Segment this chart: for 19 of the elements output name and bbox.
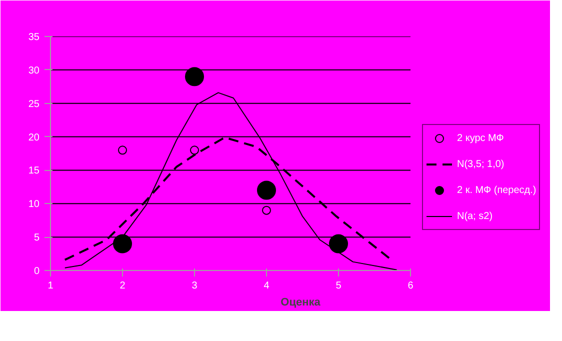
legend-label: N(3,5; 1,0) — [457, 158, 504, 170]
y-tick-label: 20 — [28, 132, 40, 144]
x-axis-title: Оценка — [280, 296, 322, 308]
legend-label: 2 курс МФ — [457, 132, 504, 144]
y-tick-label: 25 — [28, 98, 40, 110]
y-tick-label: 15 — [28, 166, 40, 177]
legend-label: 2 к. МФ (пересд.) — [457, 184, 536, 196]
x-tick-label: 6 — [408, 280, 414, 292]
y-tick-label: 10 — [28, 199, 40, 210]
x-tick-label: 4 — [264, 280, 270, 292]
legend-label: N(a; s2) — [457, 210, 493, 222]
y-tick-label: 5 — [34, 232, 40, 244]
y-tick-label: 0 — [34, 266, 40, 277]
x-tick-label: 1 — [48, 280, 54, 292]
x-tick-label: 2 — [120, 280, 126, 292]
x-tick-label: 3 — [192, 280, 198, 292]
x-tick-label: 5 — [336, 280, 342, 292]
y-tick-label: 35 — [28, 32, 40, 43]
y-tick-label: 30 — [28, 65, 40, 76]
